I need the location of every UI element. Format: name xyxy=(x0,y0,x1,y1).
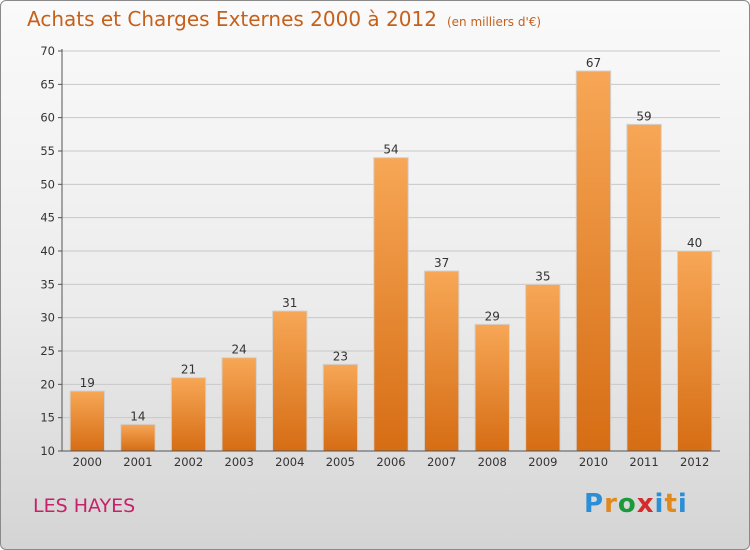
y-tick-label: 70 xyxy=(40,44,55,58)
x-tick-label-2003: 2003 xyxy=(225,455,254,469)
x-tick-label-2008: 2008 xyxy=(478,455,507,469)
x-tick-label-2012: 2012 xyxy=(680,455,709,469)
value-label-2009: 35 xyxy=(535,269,550,283)
value-label-2003: 24 xyxy=(232,343,247,357)
y-tick-label: 15 xyxy=(40,411,55,425)
x-tick-label-2007: 2007 xyxy=(427,455,456,469)
x-tick-label-2000: 2000 xyxy=(73,455,102,469)
logo-letter: P xyxy=(584,489,605,519)
logo-letter: x xyxy=(636,489,655,519)
bar-2012 xyxy=(676,250,713,452)
value-label-2006: 54 xyxy=(383,143,398,157)
x-tick-label-2005: 2005 xyxy=(326,455,355,469)
logo-letter: i xyxy=(677,489,688,519)
value-label-2008: 29 xyxy=(485,309,500,323)
x-tick-label-2009: 2009 xyxy=(528,455,557,469)
value-label-2005: 23 xyxy=(333,349,348,363)
y-tick-label: 50 xyxy=(40,177,55,191)
y-tick-label: 35 xyxy=(40,277,55,291)
y-tick-label: 45 xyxy=(40,211,55,225)
y-tick-label: 30 xyxy=(40,311,55,325)
y-tick-label: 55 xyxy=(40,144,55,158)
value-label-2007: 37 xyxy=(434,256,449,270)
logo-letter: o xyxy=(617,489,637,519)
value-label-2010: 67 xyxy=(586,56,601,70)
logo-letter: i xyxy=(654,489,665,519)
x-tick-label-2011: 2011 xyxy=(629,455,658,469)
y-tick-label: 40 xyxy=(40,244,55,258)
proxiti-logo: Proxiti xyxy=(584,489,688,519)
value-label-2011: 59 xyxy=(636,109,651,123)
y-tick-label: 10 xyxy=(40,444,55,458)
bar-2004 xyxy=(272,310,308,452)
bar-2011 xyxy=(626,123,662,452)
bar-2009 xyxy=(525,283,561,452)
x-tick-label-2006: 2006 xyxy=(376,455,405,469)
value-label-2000: 19 xyxy=(80,376,95,390)
x-tick-label-2002: 2002 xyxy=(174,455,203,469)
x-tick-label-2010: 2010 xyxy=(579,455,608,469)
bar-2008 xyxy=(474,323,510,452)
value-label-2012: 40 xyxy=(687,236,702,250)
x-tick-label-2001: 2001 xyxy=(123,455,152,469)
y-tick-label: 20 xyxy=(40,377,55,391)
bar-2001 xyxy=(120,423,156,452)
y-tick-label: 60 xyxy=(40,111,55,125)
place-name: LES HAYES xyxy=(33,495,136,517)
bar-2010 xyxy=(575,70,612,452)
value-label-2001: 14 xyxy=(130,409,145,423)
chart-unit-text: (en milliers d'€) xyxy=(446,15,542,29)
bar-2003 xyxy=(221,357,257,452)
logo-letter: t xyxy=(664,489,678,519)
bar-2002 xyxy=(170,377,207,452)
bar-2006 xyxy=(373,157,409,452)
value-label-2004: 31 xyxy=(282,296,297,310)
bar-2007 xyxy=(423,270,460,452)
chart-title: Achats et Charges Externes 2000 à 2012 (e… xyxy=(27,7,541,31)
y-tick-label: 65 xyxy=(40,77,55,91)
bar-2005 xyxy=(322,363,359,452)
value-label-2002: 21 xyxy=(181,363,196,377)
bar-2000 xyxy=(69,390,106,452)
y-tick-label: 25 xyxy=(40,344,55,358)
x-tick-label-2004: 2004 xyxy=(275,455,304,469)
chart-title-text: Achats et Charges Externes 2000 à 2012 xyxy=(27,7,437,31)
logo-letter: r xyxy=(604,489,618,519)
